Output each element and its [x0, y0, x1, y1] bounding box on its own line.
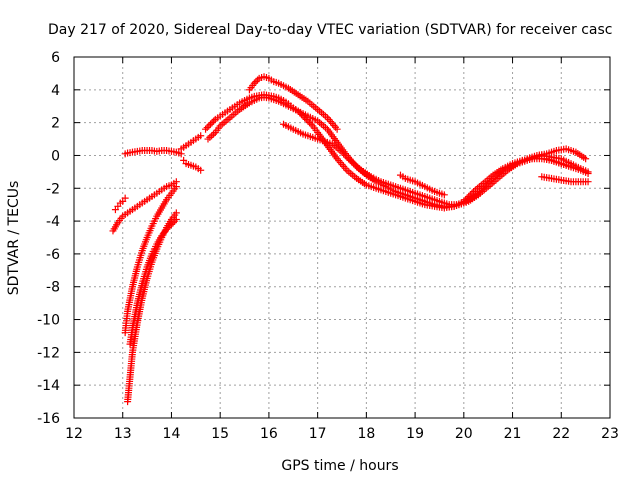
- series-track-b: [109, 178, 180, 235]
- y-tick-label: 2: [51, 116, 60, 132]
- data-point: [172, 183, 180, 191]
- y-tick-label: -2: [46, 181, 60, 197]
- chart-title: Day 217 of 2020, Sidereal Day-to-day VTE…: [48, 22, 612, 38]
- data-point: [306, 119, 314, 127]
- series-track-c: [121, 147, 185, 158]
- grid-lines: [74, 57, 610, 418]
- series-track-h: [180, 156, 205, 174]
- data-point: [169, 219, 177, 227]
- data-point: [346, 156, 354, 164]
- data-point: [250, 79, 258, 87]
- data-point: [210, 117, 218, 125]
- series-track-g: [177, 132, 205, 153]
- data-point: [121, 194, 129, 202]
- data-point: [172, 209, 180, 217]
- tick-labels: 12 13 14 15 16 17 18 19 20 21 22 23-16-14-12-10-8-6…: [37, 50, 619, 442]
- y-tick-label: 4: [51, 83, 60, 99]
- data-point: [205, 122, 213, 130]
- data-point: [338, 148, 346, 156]
- x-tick-label: 22: [552, 426, 570, 442]
- data-point: [333, 125, 341, 133]
- axis-ticks: [73, 56, 611, 419]
- y-tick-label: -12: [37, 345, 60, 361]
- data-point: [202, 125, 210, 133]
- data-point: [164, 224, 172, 232]
- data-point: [252, 78, 260, 86]
- data-point: [302, 115, 310, 123]
- data-point: [254, 76, 262, 84]
- data-point: [167, 220, 175, 228]
- y-tick-label: -10: [37, 313, 60, 329]
- data-point: [440, 191, 448, 199]
- x-axis-label: GPS time / hours: [281, 458, 398, 474]
- series-track-n: [538, 173, 592, 186]
- x-tick-label: 20: [455, 426, 473, 442]
- y-tick-label: -6: [46, 247, 60, 263]
- data-point: [582, 155, 590, 163]
- y-tick-label: -14: [37, 378, 60, 394]
- y-tick-label: -16: [37, 411, 60, 427]
- data-point: [208, 119, 216, 127]
- x-tick-label: 15: [211, 426, 229, 442]
- data-points: [109, 73, 592, 406]
- data-point: [343, 153, 351, 161]
- x-tick-label: 23: [601, 426, 619, 442]
- y-tick-label: -8: [46, 280, 60, 296]
- series-track-l: [280, 120, 590, 209]
- x-tick-label: 18: [357, 426, 375, 442]
- series-track-e: [121, 183, 180, 337]
- series-track-f: [126, 215, 180, 348]
- series-track-k: [245, 73, 341, 133]
- data-point: [163, 225, 171, 233]
- data-point: [340, 150, 348, 158]
- x-tick-label: 17: [309, 426, 327, 442]
- x-tick-label: 12: [65, 426, 83, 442]
- data-point: [171, 217, 179, 225]
- y-tick-label: 0: [51, 148, 60, 164]
- x-tick-label: 19: [406, 426, 424, 442]
- series-track-m: [396, 171, 448, 199]
- data-point: [567, 163, 575, 171]
- y-tick-label: 6: [51, 50, 60, 66]
- data-point: [172, 215, 180, 223]
- y-axis-label: SDTVAR / TECUs: [6, 181, 22, 296]
- data-point: [206, 120, 214, 128]
- series-track-o: [543, 155, 575, 171]
- plot-frame: [73, 56, 611, 419]
- x-tick-label: 21: [504, 426, 522, 442]
- data-point: [307, 120, 315, 128]
- y-tick-label: -4: [46, 214, 60, 230]
- x-tick-label: 16: [260, 426, 278, 442]
- data-point: [197, 132, 205, 140]
- data-point: [166, 222, 174, 230]
- data-point: [203, 124, 211, 132]
- data-point: [584, 168, 592, 176]
- x-tick-label: 14: [163, 426, 181, 442]
- data-point: [344, 155, 352, 163]
- data-point: [584, 178, 592, 186]
- data-point: [197, 166, 205, 174]
- data-point: [341, 151, 349, 159]
- series-track-a: [111, 194, 129, 214]
- x-tick-label: 13: [114, 426, 132, 442]
